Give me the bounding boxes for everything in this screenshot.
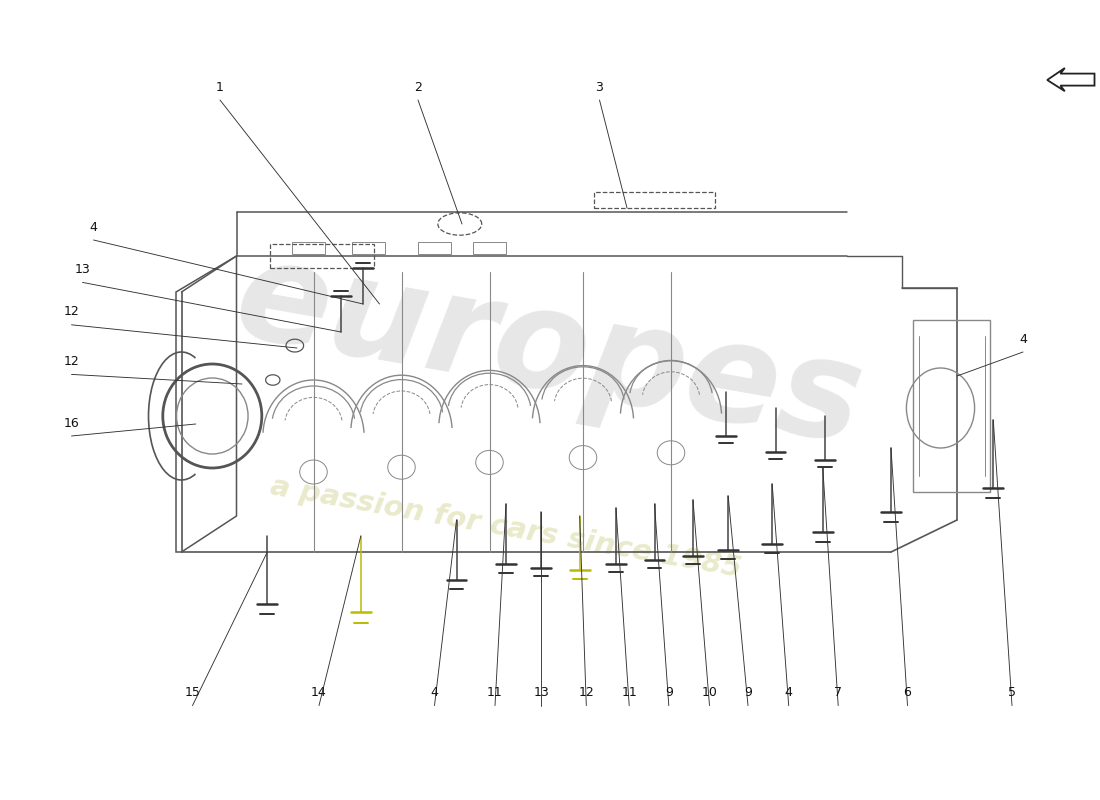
Text: 10: 10 xyxy=(702,686,717,699)
Text: 9: 9 xyxy=(664,686,673,699)
Text: 4: 4 xyxy=(1019,333,1027,346)
Text: 13: 13 xyxy=(75,263,90,276)
Bar xyxy=(352,242,385,254)
Text: 4: 4 xyxy=(784,686,793,699)
Bar xyxy=(594,192,715,208)
Bar xyxy=(292,242,324,254)
Text: 3: 3 xyxy=(595,81,604,94)
Bar xyxy=(270,244,374,268)
Text: 12: 12 xyxy=(64,355,79,368)
Text: 12: 12 xyxy=(64,306,79,318)
Text: a passion for cars since 1985: a passion for cars since 1985 xyxy=(268,473,744,583)
Text: 14: 14 xyxy=(311,686,327,699)
Text: 11: 11 xyxy=(487,686,503,699)
Text: 12: 12 xyxy=(579,686,594,699)
Text: 4: 4 xyxy=(430,686,439,699)
Text: 11: 11 xyxy=(621,686,637,699)
Text: 9: 9 xyxy=(744,686,752,699)
Text: 7: 7 xyxy=(834,686,843,699)
Text: 2: 2 xyxy=(414,81,422,94)
Text: 1: 1 xyxy=(216,81,224,94)
Text: 6: 6 xyxy=(903,686,912,699)
Text: 13: 13 xyxy=(534,686,549,699)
Text: 16: 16 xyxy=(64,417,79,430)
Bar xyxy=(418,242,451,254)
Text: 4: 4 xyxy=(89,221,98,234)
Text: 15: 15 xyxy=(185,686,200,699)
Bar xyxy=(473,242,506,254)
Text: 5: 5 xyxy=(1008,686,1016,699)
Text: europes: europes xyxy=(227,230,873,474)
